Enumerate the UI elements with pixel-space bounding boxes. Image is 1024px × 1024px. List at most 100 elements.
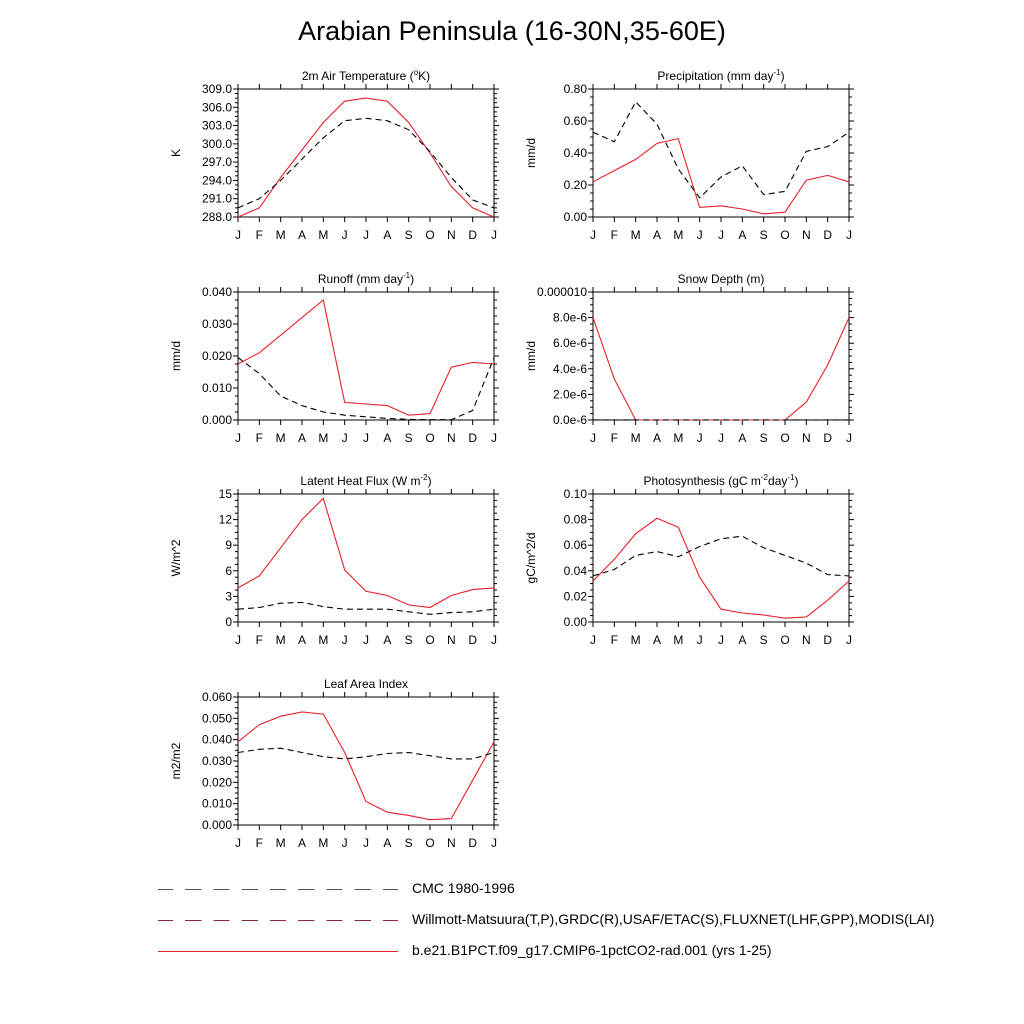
y-tick-label: 0.030 — [202, 317, 232, 331]
x-tick-label: J — [718, 228, 724, 242]
x-tick-label: A — [738, 431, 746, 445]
x-tick-label: A — [383, 228, 391, 242]
plot-frame — [237, 493, 495, 623]
x-tick-label: A — [383, 633, 391, 647]
chart-panel-1: Precipitation (mm day-1) mm/d 0.80 0.60 0.40… — [524, 68, 854, 242]
x-tick-label: F — [256, 633, 263, 647]
y-axis-label: W/m^2 — [169, 539, 183, 576]
y-tick-label: 306.0 — [202, 100, 232, 114]
x-tick-label: J — [846, 633, 852, 647]
x-tick-label: A — [298, 836, 306, 850]
x-tick-label: M — [318, 228, 328, 242]
y-tick-label: 288.0 — [202, 210, 232, 224]
x-tick-label: D — [823, 228, 832, 242]
x-tick-label: J — [363, 228, 369, 242]
chart-panel-6: Leaf Area Index m2/m2 0.060 0.050 0.040 0.030… — [169, 677, 499, 850]
x-tick-label: J — [590, 431, 596, 445]
x-tick-label: N — [447, 228, 456, 242]
series-line-obs — [592, 535, 850, 577]
x-tick-label: O — [425, 228, 434, 242]
x-tick-label: D — [468, 836, 477, 850]
y-tick-label: 0.030 — [202, 754, 232, 768]
x-tick-label: D — [823, 633, 832, 647]
y-tick-label: 3 — [225, 589, 232, 603]
legend-item-obs: Willmott-Matsuura(T,P),GRDC(R),USAF/ETAC… — [158, 911, 978, 931]
x-tick-label: J — [491, 431, 497, 445]
y-tick-label: 4.0e-6 — [553, 362, 587, 376]
x-tick-label: F — [611, 431, 618, 445]
y-axis-label: K — [169, 149, 183, 157]
chart-title: Precipitation (mm day-1) — [657, 68, 784, 83]
y-tick-label: 309.0 — [202, 82, 232, 96]
legend-swatch-dashed — [158, 920, 398, 921]
y-tick-label: 0.20 — [564, 178, 588, 192]
y-tick-label: 0.000 — [202, 413, 232, 427]
series-line-model — [592, 517, 850, 619]
y-tick-label: 0.010 — [202, 797, 232, 811]
x-tick-label: O — [780, 228, 789, 242]
x-tick-label: S — [405, 431, 413, 445]
y-tick-label: 0.06 — [564, 538, 588, 552]
series-line-obs — [237, 747, 495, 760]
x-tick-label: N — [447, 431, 456, 445]
legend-label: b.e21.B1PCT.f09_g17.CMIP6-1pctCO2-rad.00… — [412, 942, 772, 958]
y-tick-label: 0 — [225, 615, 232, 629]
y-tick-label: 0.04 — [564, 564, 588, 578]
x-tick-label: S — [760, 633, 768, 647]
y-tick-label: 0.000 — [202, 818, 232, 832]
series-line-model — [592, 137, 850, 215]
x-tick-label: A — [653, 633, 661, 647]
x-tick-label: J — [235, 431, 241, 445]
y-axis-label: m2/m2 — [169, 742, 183, 779]
legend-item-cmc: CMC 1980-1996 — [158, 880, 978, 900]
y-tick-label: 0.000010 — [537, 285, 587, 299]
chart-title: Runoff (mm day-1) — [318, 271, 414, 286]
y-tick-label: 0.040 — [202, 733, 232, 747]
x-tick-label: N — [447, 633, 456, 647]
y-tick-label: 6.0e-6 — [553, 336, 587, 350]
x-tick-label: J — [697, 228, 703, 242]
x-tick-label: O — [425, 633, 434, 647]
x-tick-label: J — [363, 633, 369, 647]
x-tick-label: J — [342, 228, 348, 242]
y-tick-label: 0.40 — [564, 146, 588, 160]
chart-title: Photosynthesis (gC m-2day-1) — [644, 473, 799, 488]
y-tick-label: 2.0e-6 — [553, 387, 587, 401]
x-tick-label: D — [468, 228, 477, 242]
x-tick-label: J — [590, 228, 596, 242]
x-tick-label: J — [590, 633, 596, 647]
x-tick-label: A — [738, 633, 746, 647]
x-tick-label: J — [697, 633, 703, 647]
series-line-model — [237, 711, 495, 821]
y-axis-label: mm/d — [524, 341, 538, 371]
legend-swatch-solid — [158, 951, 398, 952]
chart-title: Leaf Area Index — [324, 677, 408, 691]
page-title: Arabian Peninsula (16-30N,35-60E) — [298, 16, 726, 46]
legend-label: CMC 1980-1996 — [412, 880, 515, 896]
x-tick-label: J — [491, 228, 497, 242]
legend-item-model: b.e21.B1PCT.f09_g17.CMIP6-1pctCO2-rad.00… — [158, 942, 978, 962]
chart-title: Snow Depth (m) — [678, 272, 765, 286]
plot-frame — [592, 88, 850, 218]
y-tick-label: 0.80 — [564, 82, 588, 96]
plot-frame — [592, 291, 850, 421]
series-line-obs — [237, 601, 495, 615]
series-line-model — [237, 298, 495, 416]
x-tick-label: M — [318, 633, 328, 647]
chart-panel-3: Snow Depth (m) mm/d 0.000010 8.0e-6 6.0e-6 4.… — [524, 272, 854, 445]
x-tick-label: M — [631, 633, 641, 647]
x-tick-label: F — [256, 836, 263, 850]
x-tick-label: S — [405, 633, 413, 647]
x-tick-label: M — [318, 431, 328, 445]
y-tick-label: 12 — [219, 513, 233, 527]
x-tick-label: J — [718, 431, 724, 445]
y-tick-label: 8.0e-6 — [553, 311, 587, 325]
y-tick-label: 9 — [225, 538, 232, 552]
y-tick-label: 0.010 — [202, 381, 232, 395]
y-tick-label: 0.02 — [564, 589, 588, 603]
x-tick-label: M — [276, 836, 286, 850]
legend-swatch-dashed — [158, 889, 398, 890]
y-tick-label: 291.0 — [202, 192, 232, 206]
x-tick-label: F — [611, 633, 618, 647]
